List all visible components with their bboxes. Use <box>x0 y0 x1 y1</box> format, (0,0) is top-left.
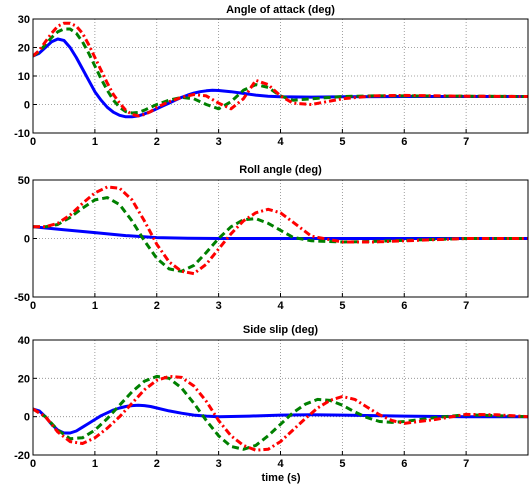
x-tick-label: 6 <box>401 300 407 312</box>
y-tick-label: 10 <box>18 71 30 83</box>
x-tick-label: 7 <box>463 300 469 312</box>
y-tick-label: 40 <box>18 335 30 347</box>
chart-title: Side slip (deg) <box>243 324 319 336</box>
series-line-green-dashed <box>33 27 528 115</box>
y-tick-label: 20 <box>18 43 30 55</box>
x-tick-label: 1 <box>92 300 98 312</box>
x-tick-label: 3 <box>216 300 222 312</box>
x-tick-label: 2 <box>154 458 160 470</box>
x-tick-label: 7 <box>463 136 469 148</box>
y-tick-label: 20 <box>18 373 30 385</box>
x-tick-label: 5 <box>339 458 345 470</box>
x-tick-label: 6 <box>401 136 407 148</box>
series-line-blue-solid <box>33 403 528 435</box>
plot-border <box>32 179 529 298</box>
x-tick-label: 7 <box>463 458 469 470</box>
x-tick-label: 4 <box>277 458 284 470</box>
x-tick-label: 5 <box>339 300 345 312</box>
x-tick-label: 1 <box>92 136 98 148</box>
x-tick-label: 0 <box>30 300 36 312</box>
x-tick-label: 2 <box>154 136 160 148</box>
x-axis-label: time (s) <box>261 472 300 484</box>
y-tick-label: 0 <box>24 234 30 246</box>
y-tick-label: 0 <box>24 100 30 112</box>
x-tick-label: 2 <box>154 300 160 312</box>
plot-border <box>32 18 529 134</box>
chart-title: Angle of attack (deg) <box>226 4 335 16</box>
x-tick-label: 6 <box>401 458 407 470</box>
y-tick-label: -10 <box>14 128 30 140</box>
x-tick-label: 3 <box>216 458 222 470</box>
x-tick-label: 4 <box>277 300 284 312</box>
y-tick-label: -50 <box>14 292 30 304</box>
y-tick-label: 0 <box>24 412 30 424</box>
series-line-green-dashed <box>33 196 528 273</box>
y-tick-label: 50 <box>18 175 30 187</box>
x-tick-label: 5 <box>339 136 345 148</box>
series-line-blue-solid <box>33 225 528 240</box>
series-line-green-dashed <box>33 374 528 451</box>
x-tick-label: 1 <box>92 458 98 470</box>
series-line-red-dashdot <box>33 185 528 276</box>
y-tick-label: 30 <box>18 14 30 26</box>
x-tick-label: 0 <box>30 136 36 148</box>
y-tick-label: -20 <box>14 450 30 462</box>
series-line-red-dashdot <box>33 21 528 118</box>
x-tick-label: 4 <box>277 136 284 148</box>
x-tick-label: 0 <box>30 458 36 470</box>
chart-title: Roll angle (deg) <box>239 164 322 176</box>
plot-border <box>32 339 529 456</box>
series-line-red-dashdot <box>33 374 528 452</box>
x-tick-label: 3 <box>216 136 222 148</box>
